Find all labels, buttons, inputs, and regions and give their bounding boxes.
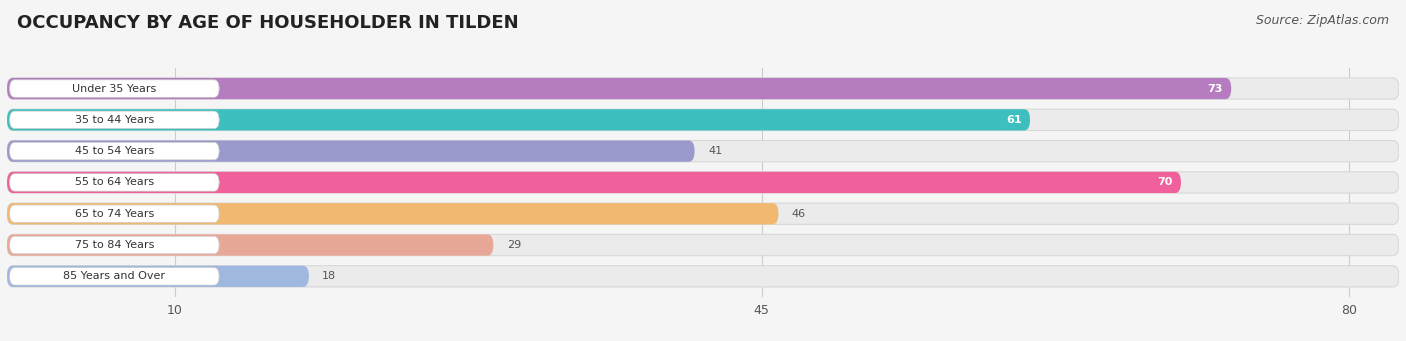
- Text: 46: 46: [792, 209, 806, 219]
- FancyBboxPatch shape: [10, 80, 219, 97]
- Text: 55 to 64 Years: 55 to 64 Years: [75, 177, 153, 188]
- FancyBboxPatch shape: [7, 172, 1399, 193]
- FancyBboxPatch shape: [7, 140, 695, 162]
- Text: Under 35 Years: Under 35 Years: [72, 84, 156, 93]
- FancyBboxPatch shape: [7, 266, 1399, 287]
- FancyBboxPatch shape: [7, 140, 1399, 162]
- FancyBboxPatch shape: [10, 268, 219, 285]
- FancyBboxPatch shape: [7, 203, 1399, 224]
- FancyBboxPatch shape: [10, 143, 219, 160]
- FancyBboxPatch shape: [7, 266, 309, 287]
- Text: Source: ZipAtlas.com: Source: ZipAtlas.com: [1256, 14, 1389, 27]
- FancyBboxPatch shape: [7, 109, 1399, 131]
- Text: 18: 18: [322, 271, 336, 281]
- Text: 73: 73: [1208, 84, 1223, 93]
- Text: 85 Years and Over: 85 Years and Over: [63, 271, 166, 281]
- Text: 75 to 84 Years: 75 to 84 Years: [75, 240, 155, 250]
- Text: OCCUPANCY BY AGE OF HOUSEHOLDER IN TILDEN: OCCUPANCY BY AGE OF HOUSEHOLDER IN TILDE…: [17, 14, 519, 32]
- FancyBboxPatch shape: [7, 109, 1031, 131]
- Text: 65 to 74 Years: 65 to 74 Years: [75, 209, 155, 219]
- Text: 45 to 54 Years: 45 to 54 Years: [75, 146, 155, 156]
- Text: 41: 41: [709, 146, 723, 156]
- Text: 70: 70: [1157, 177, 1173, 188]
- FancyBboxPatch shape: [7, 234, 494, 256]
- FancyBboxPatch shape: [10, 236, 219, 254]
- FancyBboxPatch shape: [7, 172, 1181, 193]
- FancyBboxPatch shape: [10, 205, 219, 222]
- Text: 29: 29: [506, 240, 522, 250]
- FancyBboxPatch shape: [7, 203, 779, 224]
- FancyBboxPatch shape: [7, 234, 1399, 256]
- FancyBboxPatch shape: [10, 174, 219, 191]
- FancyBboxPatch shape: [7, 78, 1399, 99]
- Text: 61: 61: [1007, 115, 1022, 125]
- FancyBboxPatch shape: [7, 78, 1232, 99]
- FancyBboxPatch shape: [10, 111, 219, 129]
- Text: 35 to 44 Years: 35 to 44 Years: [75, 115, 155, 125]
